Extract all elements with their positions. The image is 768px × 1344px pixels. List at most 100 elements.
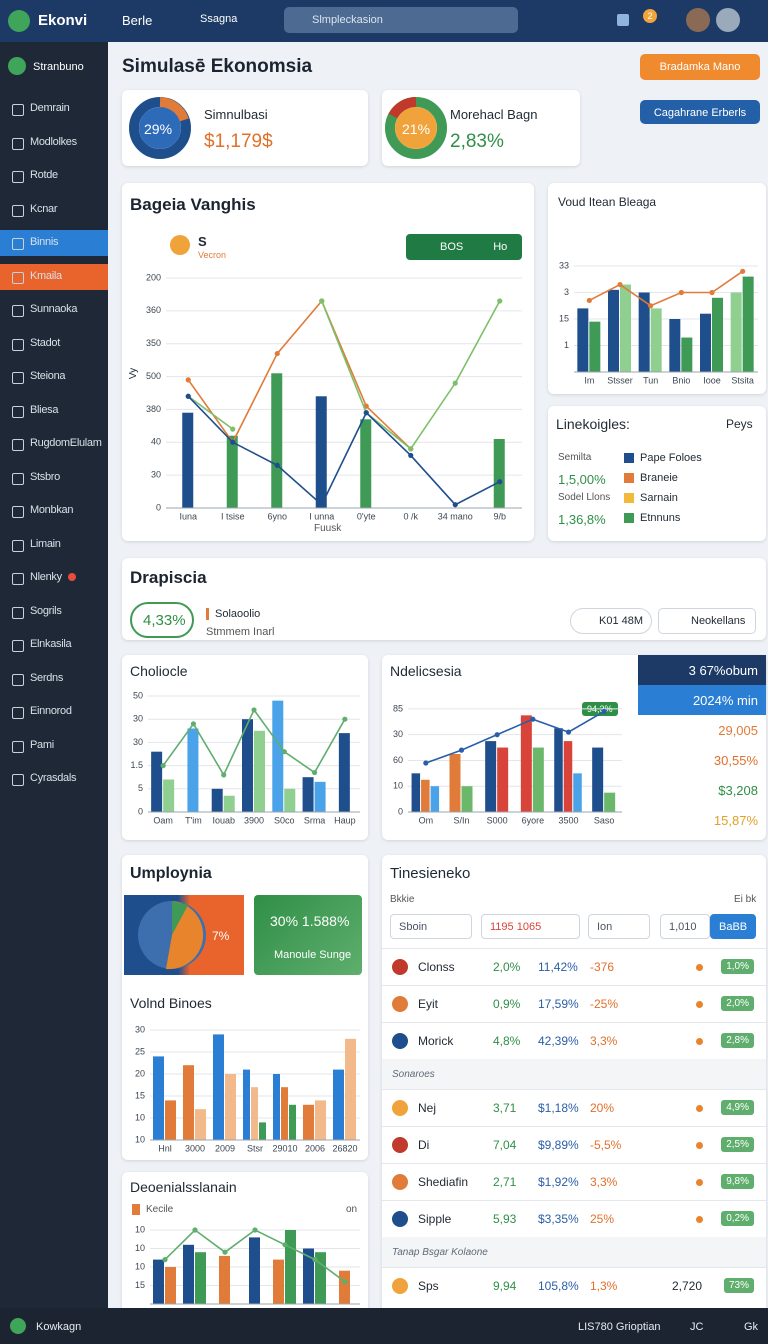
table-row: Eyit 0,9% 17,59% -25% 2,0% [382, 985, 766, 1022]
avatar[interactable] [716, 8, 740, 32]
y-tick-label: 85 [393, 703, 403, 713]
search-box[interactable]: Slmpleckasion [284, 7, 518, 33]
nav-item[interactable]: Limain [0, 532, 108, 558]
row-badge: 4,9% [721, 1100, 754, 1115]
nav-item[interactable]: Nlenky [0, 565, 108, 591]
button[interactable]: Neokellans [658, 608, 756, 634]
filter[interactable]: 1,010 [660, 914, 710, 939]
kpi-value: 2,83% [450, 131, 504, 152]
legend-label: Pape Foloes [640, 452, 702, 464]
action[interactable]: Peys [726, 417, 753, 431]
cell: 2,0% [493, 960, 521, 974]
nav-item[interactable]: Serdns [0, 666, 108, 692]
filter[interactable]: 1195 1065 [481, 914, 580, 939]
kpi-card: 21% Morehacl Bagn 2,83% [382, 90, 580, 166]
nav-item[interactable]: Modlolkes [0, 130, 108, 156]
nav-item[interactable]: Monbkan [0, 498, 108, 524]
point [601, 708, 607, 715]
toggle[interactable]: BOS Ho [406, 234, 522, 260]
nav-item[interactable]: Binnis [0, 230, 108, 256]
status-dot [696, 1216, 703, 1223]
notification-badge[interactable]: 2 [643, 9, 657, 23]
bar [497, 747, 509, 812]
legend-card: Linekoigles: Peys Semilta 1,5,00% Sodel Ll… [548, 406, 766, 541]
bar [604, 792, 616, 812]
nav-item[interactable]: Steiona [0, 364, 108, 390]
filter[interactable]: Sboin [390, 914, 472, 939]
x-tick-label: T'im [185, 815, 202, 825]
x-tick-label: Saso [594, 815, 615, 825]
stat: Semilta [558, 452, 592, 463]
filter[interactable]: BaBB [710, 914, 756, 939]
nav-item[interactable]: Bliesa [0, 398, 108, 424]
nav-item[interactable]: Stadot [0, 331, 108, 357]
home-icon[interactable] [617, 14, 629, 26]
cell: 105,8% [538, 1279, 579, 1293]
action[interactable]: on [346, 1204, 358, 1215]
tile-value: 30% 1.588% [270, 913, 350, 929]
bar [165, 1100, 176, 1140]
point [678, 289, 684, 296]
card-title: Linekoigles: [556, 416, 630, 432]
nav-item[interactable]: Demrain [0, 96, 108, 122]
y-tick-label: 20 [135, 1068, 145, 1078]
nav-item[interactable]: RugdomElulam [0, 431, 108, 457]
x-tick-label: Hnl [158, 1143, 172, 1153]
point [192, 1227, 198, 1233]
row-icon [392, 996, 408, 1012]
nav-item[interactable]: Elnkasila [0, 632, 108, 658]
bottom-label[interactable]: Kowkagn [36, 1321, 82, 1333]
row-icon [392, 1100, 408, 1116]
point [282, 1242, 288, 1248]
button[interactable]: Cagahrane Erberls [640, 100, 760, 124]
point [497, 479, 503, 485]
top-bar: Ekonvi Berle Ssagna Slmpleckasion 2 [0, 0, 768, 42]
bar [163, 779, 175, 812]
nav-item[interactable]: Pami [0, 733, 108, 759]
x-tick-label: 0'yte [357, 511, 376, 521]
table-row: Sps 9,94 105,8% 1,3% 2,720 73% [382, 1267, 766, 1304]
menu[interactable]: Ssagna [200, 13, 238, 25]
filter[interactable]: Ion [588, 914, 650, 939]
nav-item[interactable]: Einnorod [0, 699, 108, 725]
avatar[interactable] [686, 8, 710, 32]
nav-item[interactable]: Stsbro [0, 465, 108, 491]
nav-item[interactable]: Rotde [0, 163, 108, 189]
row-badge: 1,0% [721, 959, 754, 974]
brand-icon [8, 57, 26, 75]
cell: -5,5% [590, 1138, 622, 1152]
point [452, 502, 458, 508]
point [342, 1279, 348, 1285]
stat: Sodel Llons [558, 492, 611, 503]
button[interactable]: K01 48M [570, 608, 652, 634]
y-tick-label: 30 [133, 737, 143, 747]
header-label: Bkkie [390, 894, 415, 905]
cell: -25% [590, 997, 619, 1011]
bar [183, 1065, 194, 1140]
toggle-label: Ho [493, 241, 508, 253]
point [312, 1257, 318, 1263]
bar [315, 396, 327, 508]
nav-item[interactable]: Sunnaoka [0, 297, 108, 323]
donut-label: 29% [144, 121, 173, 137]
nav-item[interactable]: Kcnar [0, 197, 108, 223]
y-tick-label: 10 [135, 1261, 145, 1271]
button[interactable]: Bradamka Mano [640, 54, 760, 80]
nav-item[interactable]: Sogrils [0, 599, 108, 625]
nav-item[interactable]: Kmaila [0, 263, 108, 290]
x-tick-label: 34 mano [438, 511, 473, 521]
chart: 10 10 15 20 25 30 Hnl 3000 2009 Stsr 29010 2006 2682… [135, 1024, 360, 1153]
nav-item[interactable]: Cyrasdals [0, 766, 108, 792]
y-tick-label: 10 [135, 1224, 145, 1234]
line [425, 710, 605, 764]
cell: 9,94 [493, 1279, 517, 1293]
card-title: Choliocle [130, 663, 188, 679]
point [709, 289, 715, 296]
cell: 42,39% [538, 1034, 579, 1048]
menu[interactable]: Berle [122, 13, 153, 28]
point [230, 426, 236, 432]
point [740, 268, 746, 274]
bar [242, 719, 253, 812]
pill-value: 4,33% [143, 612, 186, 629]
